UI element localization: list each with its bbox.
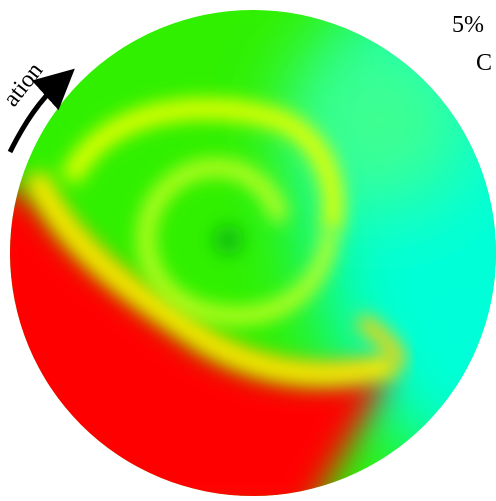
rotation-arrow xyxy=(7,68,75,154)
yellow-arc xyxy=(60,98,344,234)
spiral-band xyxy=(138,159,338,325)
percent-label: 5% xyxy=(452,12,484,38)
letter-label: C xyxy=(476,50,492,76)
yellow-tip xyxy=(355,313,405,369)
yellow-band xyxy=(25,170,398,385)
teal-region xyxy=(290,30,470,210)
center-spot xyxy=(213,225,243,255)
